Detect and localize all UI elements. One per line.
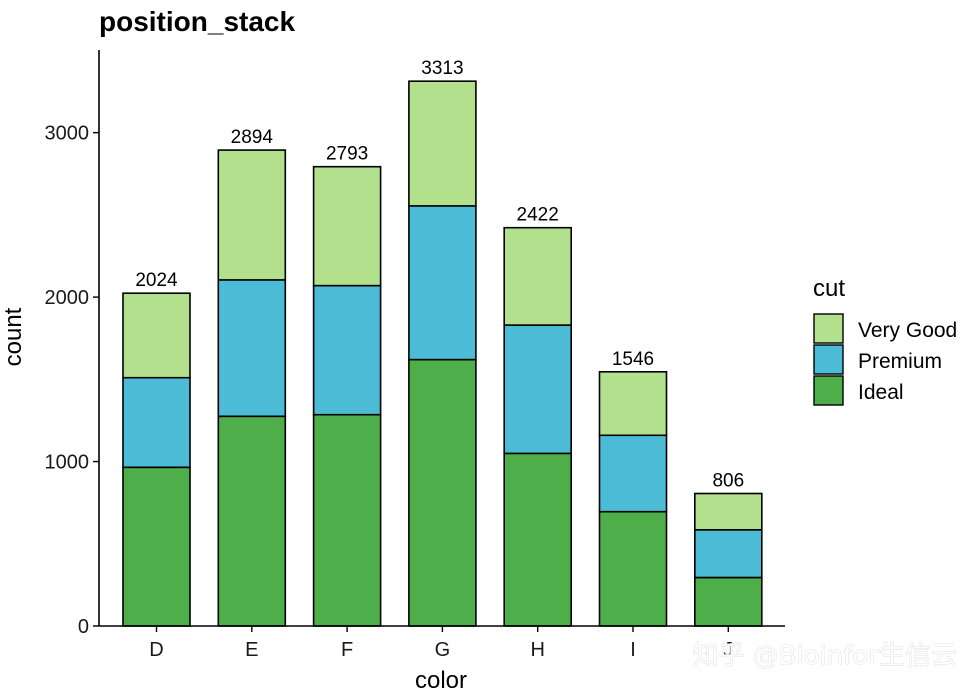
y-tick-label-2000: 2000	[45, 287, 90, 309]
x-tick-label-I: I	[630, 639, 636, 661]
x-tick-label-J: J	[723, 639, 733, 661]
y-tick-label-0: 0	[78, 616, 89, 638]
y-axis-title: count	[0, 307, 27, 366]
bar-I-very-good	[598, 370, 668, 437]
x-tick-label-E: E	[245, 639, 258, 661]
total-label-H: 2422	[517, 205, 559, 226]
legend-label-premium: Premium	[858, 350, 942, 373]
legend-swatch-very-good	[813, 313, 844, 344]
x-tick-label-D: D	[149, 639, 163, 661]
bar-G-ideal	[408, 358, 477, 627]
axes-layer: 0 1000 2000 3000 D E F G H I J	[45, 50, 785, 661]
legend-title: cut	[813, 275, 845, 302]
bar-E-very-good	[217, 149, 287, 281]
bar-H-ideal	[503, 452, 573, 627]
bar-E-ideal	[217, 415, 287, 627]
legend-swatch-premium	[813, 344, 844, 375]
total-labels-layer: 2024 2894 2793 3313 2422 1546 806	[135, 58, 744, 491]
bar-J-very-good	[693, 492, 763, 531]
legend: cut Very Good Premium Ideal	[813, 275, 957, 406]
bar-H-premium	[503, 324, 573, 455]
total-label-F: 2793	[326, 144, 368, 165]
x-tick-label-G: G	[435, 639, 451, 661]
bar-D-ideal	[122, 466, 191, 627]
bar-J-ideal	[693, 576, 763, 627]
total-label-G: 3313	[421, 58, 463, 79]
total-label-I: 1546	[612, 349, 654, 370]
x-axis-title: color	[415, 667, 467, 693]
bar-D-premium	[122, 376, 191, 469]
y-tick-label-1000: 1000	[45, 452, 90, 474]
bar-F-ideal	[312, 413, 382, 627]
bar-D-very-good	[122, 292, 191, 379]
bar-E-premium	[217, 278, 287, 418]
legend-label-very-good: Very Good	[858, 319, 957, 342]
bar-I-ideal	[598, 510, 668, 627]
bar-J-premium	[693, 528, 763, 579]
bar-H-very-good	[503, 226, 573, 326]
bars-layer	[122, 80, 763, 627]
bar-F-premium	[312, 284, 382, 416]
total-label-J: 806	[712, 471, 744, 492]
x-tick-label-H: H	[530, 639, 544, 661]
y-tick-label-3000: 3000	[45, 123, 90, 145]
legend-label-ideal: Ideal	[858, 381, 904, 404]
bar-F-very-good	[312, 165, 382, 287]
bar-I-premium	[598, 434, 668, 513]
legend-swatch-ideal	[813, 375, 844, 406]
bar-G-premium	[408, 205, 477, 361]
total-label-D: 2024	[135, 270, 178, 291]
total-label-E: 2894	[231, 127, 274, 148]
bar-G-very-good	[408, 80, 477, 207]
chart-title: position_stack	[99, 6, 295, 37]
x-tick-label-F: F	[341, 639, 353, 661]
watermark: 知乎 @Bioinfor生信云	[692, 641, 957, 671]
